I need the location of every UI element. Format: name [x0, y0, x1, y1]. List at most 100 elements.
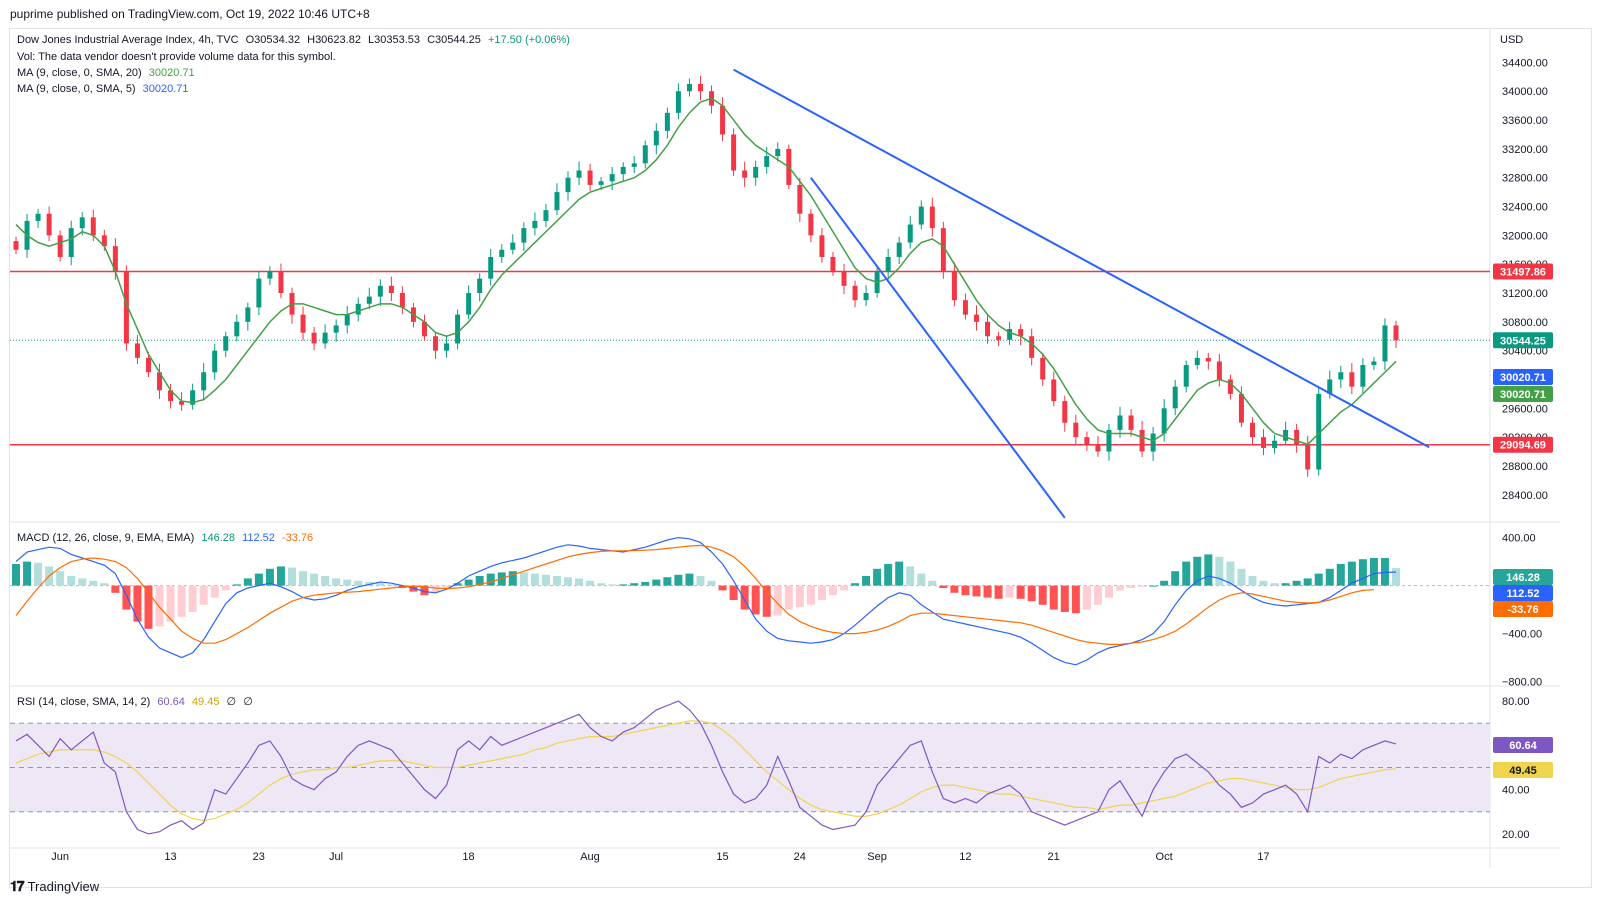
candle-body — [388, 285, 394, 294]
macd-tick-label: −400.00 — [1502, 629, 1542, 641]
macd-histogram-bar — [188, 585, 197, 612]
ma1-legend: MA (9, close, 0, SMA, 20) 30020.71 — [17, 67, 199, 79]
candle-body — [951, 271, 957, 301]
candle-body — [1007, 329, 1013, 340]
macd-histogram-bar — [740, 585, 749, 610]
candle-body — [631, 163, 637, 167]
candle-body — [1360, 365, 1366, 387]
macd-histogram-bar — [1347, 561, 1356, 586]
macd-signal-value: -33.76 — [281, 532, 314, 544]
candle-body — [510, 242, 516, 250]
time-tick-label: 24 — [794, 851, 806, 863]
macd-histogram-bar — [939, 585, 948, 588]
candle-body — [13, 241, 19, 250]
macd-histogram-bar — [840, 585, 848, 591]
macd-histogram-bar — [1071, 585, 1080, 614]
rsi-value: 60.64 — [157, 696, 185, 708]
macd-histogram-bar — [78, 578, 87, 586]
candle-body — [642, 145, 648, 164]
last-price-tag-text: 30544.25 — [1500, 335, 1546, 347]
macd-histogram-bar — [321, 576, 330, 586]
price-tick-label: 28400.00 — [1502, 490, 1548, 502]
macd-hist-value: 146.28 — [201, 532, 235, 544]
symbol-title: Dow Jones Industrial Average Index, 4h, … — [17, 34, 239, 46]
macd-line — [15, 536, 1397, 666]
candle-body — [1051, 379, 1057, 402]
candle-body — [653, 130, 659, 146]
level-tag-lower-bg — [1493, 436, 1553, 453]
candle-body — [46, 213, 52, 236]
macd-histogram-bar — [928, 580, 937, 586]
candle-body — [1205, 357, 1211, 362]
candle-body — [1393, 325, 1399, 341]
macd-histogram-bar — [442, 585, 451, 588]
macd-histogram-bar — [652, 579, 661, 586]
macd-histogram-bar — [1237, 568, 1246, 586]
ohlc-high: H30623.82 — [307, 34, 361, 46]
time-tick-label: Oct — [1156, 851, 1173, 863]
macd-histogram-bar — [1336, 564, 1345, 586]
price-tick-label: 33200.00 — [1502, 144, 1548, 156]
price-tick-label: 30800.00 — [1502, 317, 1548, 329]
macd-histogram-bar — [729, 585, 738, 600]
currency-label: USD — [1500, 34, 1523, 46]
level-tag-upper-text: 31497.86 — [1500, 267, 1546, 279]
candle-body — [1018, 329, 1024, 337]
macd-hist-tag: 146.28 — [1493, 569, 1553, 585]
macd-histogram-bar — [1027, 585, 1036, 602]
macd-histogram-bar — [1138, 585, 1147, 587]
macd-histogram-bar — [265, 568, 274, 586]
macd-histogram-bar — [1226, 561, 1235, 586]
macd-histogram-bar — [1149, 585, 1158, 587]
macd-histogram-bar — [1060, 585, 1069, 612]
rsi-ma-value: 49.45 — [191, 696, 220, 708]
macd-histogram-bar — [630, 583, 639, 586]
time-tick-label: 12 — [959, 851, 971, 863]
macd-histogram-bar — [851, 583, 860, 586]
macd-histogram-bar — [795, 585, 804, 608]
macd-histogram-bar — [376, 583, 385, 586]
tradingview-logo[interactable]: 𝟏𝟕 TradingView — [10, 878, 99, 895]
macd-histogram-bar — [343, 579, 352, 586]
candle-body — [1073, 422, 1079, 438]
last-price-tag: 30544.25 — [1493, 332, 1553, 349]
macd-histogram-bar — [674, 574, 683, 586]
macd-histogram-bar — [155, 585, 164, 627]
macd-tick-label: 400.00 — [1502, 533, 1536, 545]
macd-histogram-bar — [806, 585, 815, 605]
macd-histogram-bar — [56, 571, 65, 586]
price-tick-label: 33600.00 — [1502, 115, 1548, 127]
candle-body — [1062, 401, 1068, 423]
macd-histogram-bar — [663, 577, 672, 586]
macd-histogram-bar — [983, 585, 992, 598]
macd-histogram-bar — [1270, 583, 1279, 586]
time-tick-label: Sep — [867, 851, 887, 863]
time-tick-label: 23 — [253, 851, 265, 863]
candle-body — [1227, 379, 1233, 394]
macd-histogram-bar — [67, 576, 76, 586]
candle-body — [1261, 437, 1267, 448]
price-tick-label: 34000.00 — [1502, 86, 1548, 98]
macd-histogram-bar — [420, 585, 429, 596]
tradingview-logo-icon: 𝟏𝟕 — [10, 878, 25, 894]
macd-histogram-bar — [486, 573, 495, 586]
macd-signal-tag-text: -33.76 — [1507, 604, 1538, 616]
candle-body — [1194, 357, 1200, 366]
ma2-label: MA (9, close, 0, SMA, 5) — [17, 83, 136, 95]
macd-histogram-bar — [619, 584, 628, 586]
candle-body — [300, 314, 306, 333]
macd-line-tag: 112.52 — [1493, 585, 1553, 601]
ohlc-close: C30544.25 — [427, 34, 481, 46]
candle-body — [565, 177, 571, 193]
trendline — [733, 68, 1430, 449]
macd-histogram-bar — [177, 585, 186, 617]
macd-histogram-bar — [276, 566, 285, 586]
rsi-value-tag-bg — [1493, 737, 1553, 753]
candle-body — [1183, 365, 1189, 387]
candle-body — [1283, 429, 1289, 441]
candle-body — [1305, 444, 1311, 470]
macd-signal-line — [15, 544, 1374, 646]
candle-body — [1139, 429, 1145, 452]
macd-histogram-bar — [552, 576, 561, 586]
